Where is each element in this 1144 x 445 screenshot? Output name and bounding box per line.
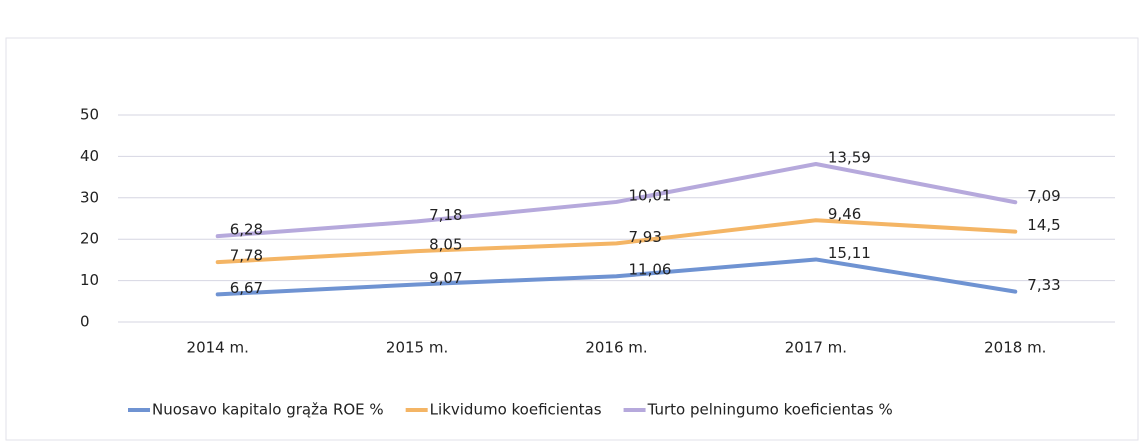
data-label: 6,28: [230, 221, 263, 239]
data-label: 15,11: [828, 244, 871, 262]
series-line: [215, 218, 1018, 265]
data-label: 9,07: [429, 269, 462, 287]
x-tick-label: 2014 m.: [187, 339, 249, 357]
data-label: 14,5: [1027, 216, 1060, 234]
data-label: 8,05: [429, 236, 462, 254]
series-line: [215, 162, 1018, 239]
data-label: 9,46: [828, 205, 861, 223]
y-tick-label: 40: [80, 147, 99, 165]
legend-label: Likvidumo koeficientas: [430, 401, 602, 419]
y-tick-label: 10: [80, 271, 99, 289]
x-tick-label: 2017 m.: [785, 339, 847, 357]
data-label: 7,78: [230, 247, 263, 265]
y-tick-label: 30: [80, 188, 99, 206]
data-label: 6,67: [230, 279, 263, 297]
data-label: 7,93: [629, 228, 662, 246]
data-label: 10,01: [629, 186, 672, 204]
x-tick-label: 2018 m.: [984, 339, 1046, 357]
y-tick-label: 50: [80, 106, 99, 124]
legend-label: Nuosavo kapitalo grąža ROE %: [152, 401, 384, 419]
legend-label: Turto pelningumo koeficientas %: [647, 401, 893, 419]
y-tick-label: 20: [80, 230, 99, 248]
x-tick-label: 2015 m.: [386, 339, 448, 357]
data-label: 7,09: [1027, 187, 1060, 205]
y-tick-label: 0: [80, 313, 90, 331]
x-tick-label: 2016 m.: [585, 339, 647, 357]
data-label: 7,18: [429, 206, 462, 224]
data-label: 11,06: [629, 261, 672, 279]
chart-frame: [5, 37, 1139, 441]
data-label: 7,33: [1027, 276, 1060, 294]
series-line: [215, 257, 1018, 297]
data-label: 13,59: [828, 149, 871, 167]
